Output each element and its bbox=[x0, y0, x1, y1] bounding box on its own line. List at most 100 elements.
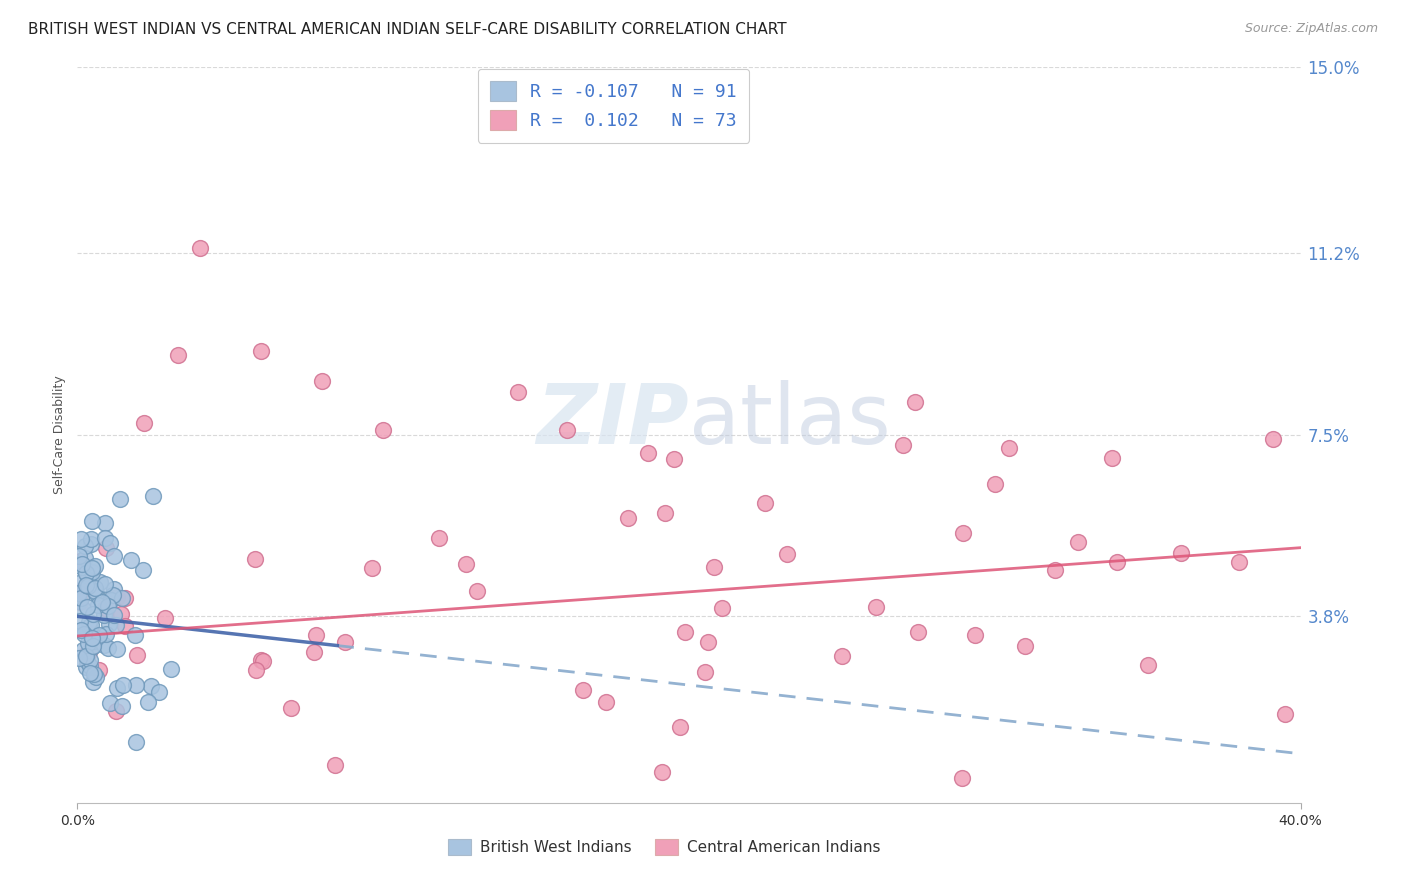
Point bbox=[84, 584, 107, 599]
Point bbox=[80, 618, 103, 632]
Point bbox=[75, 566, 97, 580]
Point bbox=[67, 576, 90, 591]
Point bbox=[696, 635, 718, 649]
Point bbox=[245, 663, 267, 677]
Point bbox=[250, 653, 273, 667]
Point bbox=[67, 594, 90, 608]
Point bbox=[94, 516, 117, 531]
Point bbox=[595, 695, 617, 709]
Point bbox=[77, 615, 100, 630]
Point bbox=[73, 627, 96, 641]
Point bbox=[82, 632, 104, 646]
Point bbox=[112, 678, 135, 692]
Point bbox=[1263, 432, 1285, 446]
Point bbox=[100, 593, 122, 607]
Point bbox=[1136, 658, 1159, 673]
Point bbox=[77, 567, 100, 582]
Point bbox=[82, 674, 104, 689]
Point bbox=[125, 677, 148, 691]
Point bbox=[96, 626, 118, 640]
Point bbox=[100, 536, 122, 550]
Point bbox=[103, 607, 125, 622]
Point bbox=[188, 241, 211, 255]
Point bbox=[662, 452, 685, 467]
Point bbox=[84, 670, 107, 684]
Point bbox=[111, 699, 134, 714]
Point bbox=[139, 679, 162, 693]
Point bbox=[243, 552, 266, 566]
Point bbox=[77, 569, 100, 583]
Point bbox=[93, 638, 115, 652]
Point bbox=[950, 771, 973, 786]
Point bbox=[891, 437, 914, 451]
Point bbox=[76, 599, 98, 614]
Point bbox=[84, 581, 107, 595]
Point bbox=[70, 557, 93, 571]
Point bbox=[1107, 555, 1129, 569]
Point bbox=[105, 642, 128, 657]
Point bbox=[1101, 451, 1123, 466]
Point bbox=[125, 735, 148, 749]
Point bbox=[94, 541, 117, 556]
Point bbox=[83, 633, 105, 648]
Point bbox=[675, 625, 697, 640]
Point bbox=[361, 561, 384, 575]
Point bbox=[73, 551, 96, 566]
Y-axis label: Self-Care Disability: Self-Care Disability bbox=[53, 376, 66, 494]
Point bbox=[616, 511, 638, 525]
Point bbox=[101, 589, 124, 603]
Point bbox=[103, 549, 125, 564]
Point bbox=[159, 662, 181, 676]
Point bbox=[984, 476, 1007, 491]
Point bbox=[84, 559, 107, 574]
Point bbox=[105, 617, 128, 632]
Point bbox=[76, 646, 98, 660]
Point bbox=[429, 531, 451, 545]
Point bbox=[80, 560, 103, 574]
Point bbox=[94, 600, 117, 615]
Point bbox=[69, 553, 91, 567]
Point bbox=[75, 648, 97, 663]
Point bbox=[114, 591, 136, 606]
Point bbox=[153, 611, 176, 625]
Point bbox=[136, 695, 159, 709]
Point bbox=[668, 721, 690, 735]
Point bbox=[1014, 639, 1036, 653]
Text: Source: ZipAtlas.com: Source: ZipAtlas.com bbox=[1244, 22, 1378, 36]
Point bbox=[105, 681, 128, 696]
Point bbox=[77, 636, 100, 650]
Point bbox=[83, 667, 105, 681]
Point bbox=[104, 704, 127, 718]
Point bbox=[1170, 546, 1192, 560]
Point bbox=[70, 559, 93, 574]
Point bbox=[711, 600, 734, 615]
Point bbox=[75, 577, 97, 591]
Point bbox=[94, 531, 117, 545]
Point bbox=[142, 489, 165, 503]
Point bbox=[865, 600, 887, 615]
Point bbox=[776, 547, 799, 561]
Point bbox=[73, 623, 96, 637]
Text: ZIP: ZIP bbox=[536, 380, 689, 460]
Point bbox=[83, 632, 105, 647]
Point bbox=[134, 416, 156, 430]
Point bbox=[124, 628, 146, 642]
Point bbox=[82, 632, 104, 647]
Point bbox=[103, 582, 125, 596]
Point bbox=[93, 608, 115, 623]
Point bbox=[80, 626, 103, 640]
Point bbox=[80, 532, 103, 546]
Point bbox=[754, 496, 776, 510]
Point bbox=[1045, 563, 1067, 577]
Point bbox=[77, 644, 100, 658]
Point bbox=[97, 641, 120, 656]
Point bbox=[79, 659, 101, 673]
Point bbox=[76, 654, 98, 668]
Point bbox=[110, 607, 132, 621]
Point bbox=[75, 660, 97, 674]
Point bbox=[79, 653, 101, 667]
Point bbox=[82, 639, 104, 653]
Point bbox=[82, 514, 104, 528]
Point bbox=[69, 623, 91, 637]
Point bbox=[70, 533, 93, 547]
